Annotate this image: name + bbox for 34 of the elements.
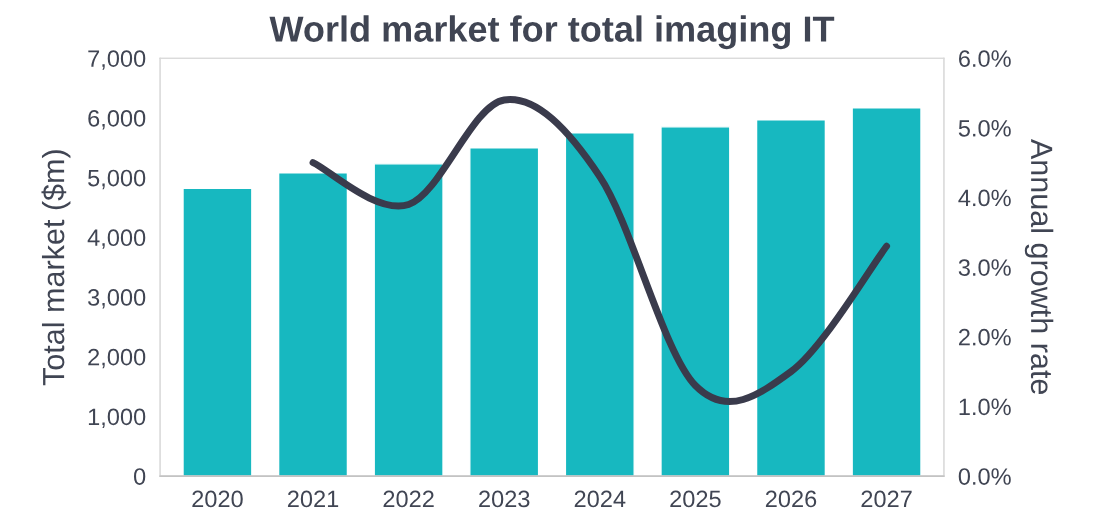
y2-tick-label: 2.0% bbox=[959, 328, 1011, 346]
y2-tick-label: 3.0% bbox=[958, 259, 1011, 276]
y2-axis-title: Annual growth rate bbox=[1024, 138, 1054, 395]
bar bbox=[277, 172, 349, 477]
bar bbox=[469, 147, 540, 477]
bar bbox=[564, 132, 635, 477]
y-tick-label: 0 bbox=[133, 468, 146, 485]
y-axis-title: Total market ($m) bbox=[41, 150, 71, 386]
bar bbox=[660, 126, 731, 477]
chart-title: World market for total imaging IT bbox=[269, 15, 835, 50]
x-tick-label: 2020 bbox=[192, 490, 243, 508]
y2-tick-label: 0.0% bbox=[958, 468, 1011, 485]
y-tick-label: 2,000 bbox=[88, 348, 146, 369]
y2-tick-label: 1.0% bbox=[959, 398, 1011, 416]
y2-tick-label: 6.0% bbox=[959, 50, 1011, 67]
x-tick-label: 2023 bbox=[479, 490, 530, 508]
y2-tick-label: 4.0% bbox=[958, 189, 1011, 207]
y-tick-label: 7,000 bbox=[88, 50, 146, 70]
bar bbox=[182, 187, 253, 477]
bar bbox=[851, 107, 922, 477]
bar bbox=[373, 163, 444, 477]
y-tick-label: 3,000 bbox=[88, 289, 146, 309]
y-tick-label: 1,000 bbox=[88, 408, 146, 428]
y-tick-label: 4,000 bbox=[87, 229, 146, 249]
x-tick-label: 2021 bbox=[287, 490, 339, 508]
y-tick-label: 5,000 bbox=[88, 169, 146, 190]
x-tick-label: 2024 bbox=[574, 490, 626, 508]
y2-tick-label: 5.0% bbox=[958, 119, 1011, 137]
x-tick-label: 2027 bbox=[861, 490, 912, 508]
y-tick-label: 6,000 bbox=[88, 109, 146, 130]
x-tick-label: 2025 bbox=[670, 490, 721, 508]
x-tick-label: 2026 bbox=[765, 490, 817, 508]
bar bbox=[755, 118, 827, 477]
x-tick-label: 2022 bbox=[383, 490, 434, 508]
